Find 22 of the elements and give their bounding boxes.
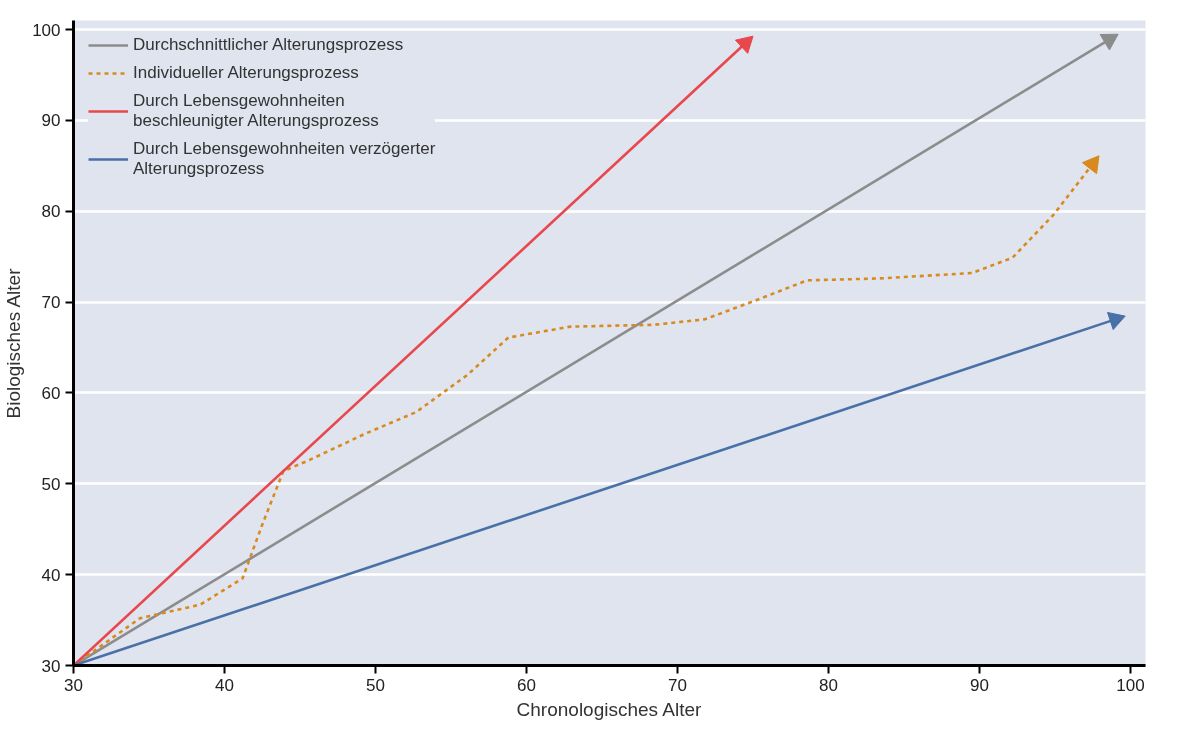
y-tick-label: 60	[41, 383, 61, 403]
y-tick-label: 70	[41, 293, 61, 313]
x-tick-label: 40	[215, 675, 234, 695]
y-tick-label: 30	[41, 656, 61, 676]
legend-label: Durch Lebensgewohnheiten verzögerter Alterungsprozess	[133, 139, 436, 179]
y-tick-label: 50	[41, 474, 61, 494]
x-tick-label: 80	[818, 675, 838, 695]
x-tick-label: 90	[969, 675, 989, 695]
x-tick-label: 100	[1116, 675, 1145, 695]
x-tick-label: 70	[667, 675, 687, 695]
y-tick-label: 90	[41, 111, 61, 131]
x-tick-label: 60	[517, 675, 536, 695]
x-tick-label: 50	[366, 675, 385, 695]
y-tick-label: 80	[41, 202, 61, 222]
y-axis-title: Biologisches Alter	[3, 267, 25, 419]
x-axis-title: Chronologisches Alter	[516, 698, 703, 720]
legend-label: Durchschnittlicher Alterungsprozess	[133, 35, 404, 55]
legend-label: Durch Lebensgewohnheiten beschleunigter Alterungsprozess	[133, 91, 379, 131]
x-tick-label: 30	[64, 675, 83, 695]
legend-label: Individueller Alterungsprozess	[133, 63, 359, 83]
y-tick-label: 100	[32, 20, 61, 40]
y-tick-label: 40	[41, 565, 61, 585]
